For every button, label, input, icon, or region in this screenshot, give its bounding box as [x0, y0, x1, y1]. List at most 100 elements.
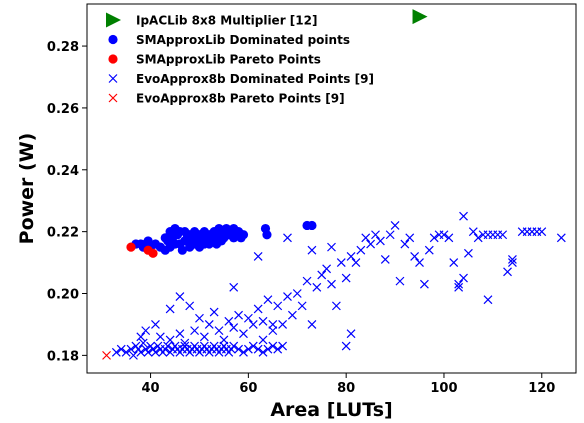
data-point: [243, 344, 253, 354]
data-point: [199, 332, 209, 342]
legend-marker: [108, 34, 118, 45]
data-point: [283, 292, 292, 302]
data-point: [508, 258, 517, 268]
data-point: [454, 282, 464, 292]
legend-label: SMApproxLib Pareto Points: [136, 53, 321, 67]
data-point: [312, 282, 322, 292]
data-point: [283, 233, 292, 243]
data-point: [371, 230, 380, 240]
data-point: [243, 313, 253, 323]
data-point: [556, 233, 566, 243]
data-point: [302, 276, 312, 286]
data-point: [351, 258, 361, 268]
data-point: [111, 347, 121, 357]
data-point: [341, 341, 351, 351]
legend-item: IpACLib 8x8 Multiplier [12]: [106, 12, 317, 28]
data-point: [258, 335, 268, 345]
legend-marker: [108, 54, 118, 64]
data-point: [136, 347, 146, 357]
data-point: [180, 338, 190, 348]
data-point: [459, 273, 468, 283]
data-point: [268, 326, 278, 336]
legend-item: EvoApprox8b Dominated Points [9]: [108, 72, 374, 86]
data-point: [439, 230, 449, 240]
data-point: [126, 344, 136, 354]
legend-marker: [108, 74, 118, 83]
axes: 40 60 80 100 120 0.18 0.20 0.22 0.24 0.26 0.28: [47, 40, 555, 396]
data-point: [273, 301, 283, 311]
data-point: [229, 341, 239, 351]
data-point: [287, 310, 297, 320]
data-point: [224, 316, 234, 326]
data-point: [419, 279, 429, 289]
y-tick-label: 0.26: [47, 102, 79, 117]
data-point: [151, 320, 160, 329]
data-point: [508, 255, 517, 264]
legend-label: EvoApprox8b Pareto Points [9]: [136, 92, 345, 106]
data-point: [204, 320, 214, 329]
data-point: [498, 230, 508, 240]
data-point: [102, 350, 111, 360]
series-evoapprox8b-pareto-points-9: [102, 350, 111, 360]
data-point: [385, 230, 395, 240]
data-point: [327, 242, 336, 252]
data-point: [444, 233, 454, 243]
data-point: [262, 230, 272, 240]
data-point: [165, 304, 175, 314]
data-point: [292, 289, 302, 298]
data-point: [297, 301, 307, 311]
data-point: [258, 316, 268, 326]
data-point: [412, 9, 428, 25]
data-point: [258, 347, 268, 357]
data-point: [268, 341, 278, 351]
data-point: [459, 211, 468, 221]
data-point: [214, 326, 224, 336]
data-marks: [102, 9, 566, 360]
data-point: [468, 227, 478, 237]
data-point: [190, 326, 200, 336]
y-tick-label: 0.24: [47, 164, 79, 179]
data-point: [129, 350, 138, 360]
series-evoapprox8b-dominated-points-9: [111, 211, 566, 360]
data-point: [136, 332, 146, 342]
x-tick-label: 100: [430, 381, 457, 396]
data-point: [185, 301, 195, 311]
data-point: [278, 320, 288, 329]
series-smapproxlib-dominated-points: [131, 220, 317, 255]
data-point: [141, 326, 151, 336]
data-point: [395, 276, 405, 286]
legend-item: SMApproxLib Dominated points: [108, 33, 350, 47]
data-point: [400, 239, 410, 249]
data-point: [463, 248, 473, 258]
data-point: [327, 279, 336, 289]
data-point: [234, 344, 244, 354]
data-point: [239, 329, 248, 339]
data-point: [375, 236, 385, 246]
data-point: [163, 341, 173, 351]
legend-item: EvoApprox8b Pareto Points [9]: [108, 92, 345, 106]
data-point: [248, 341, 258, 351]
data-point: [322, 264, 332, 274]
legend-marker: [108, 93, 118, 103]
data-point: [361, 233, 371, 243]
data-point: [356, 245, 366, 255]
legend-label: SMApproxLib Dominated points: [136, 33, 350, 47]
data-point: [537, 227, 547, 237]
data-point: [126, 242, 136, 252]
data-point: [138, 338, 148, 348]
data-point: [346, 329, 356, 339]
data-point: [380, 255, 390, 264]
data-point: [175, 329, 185, 339]
data-point: [331, 301, 341, 311]
data-point: [263, 295, 273, 305]
data-point: [317, 270, 327, 280]
data-point: [405, 233, 415, 243]
data-point: [263, 344, 273, 354]
y-tick-label: 0.28: [47, 40, 79, 55]
plot-frame: [86, 3, 577, 374]
data-point: [429, 233, 439, 243]
data-point: [268, 320, 278, 329]
y-tick-label: 0.18: [47, 349, 79, 364]
data-point: [449, 258, 459, 268]
